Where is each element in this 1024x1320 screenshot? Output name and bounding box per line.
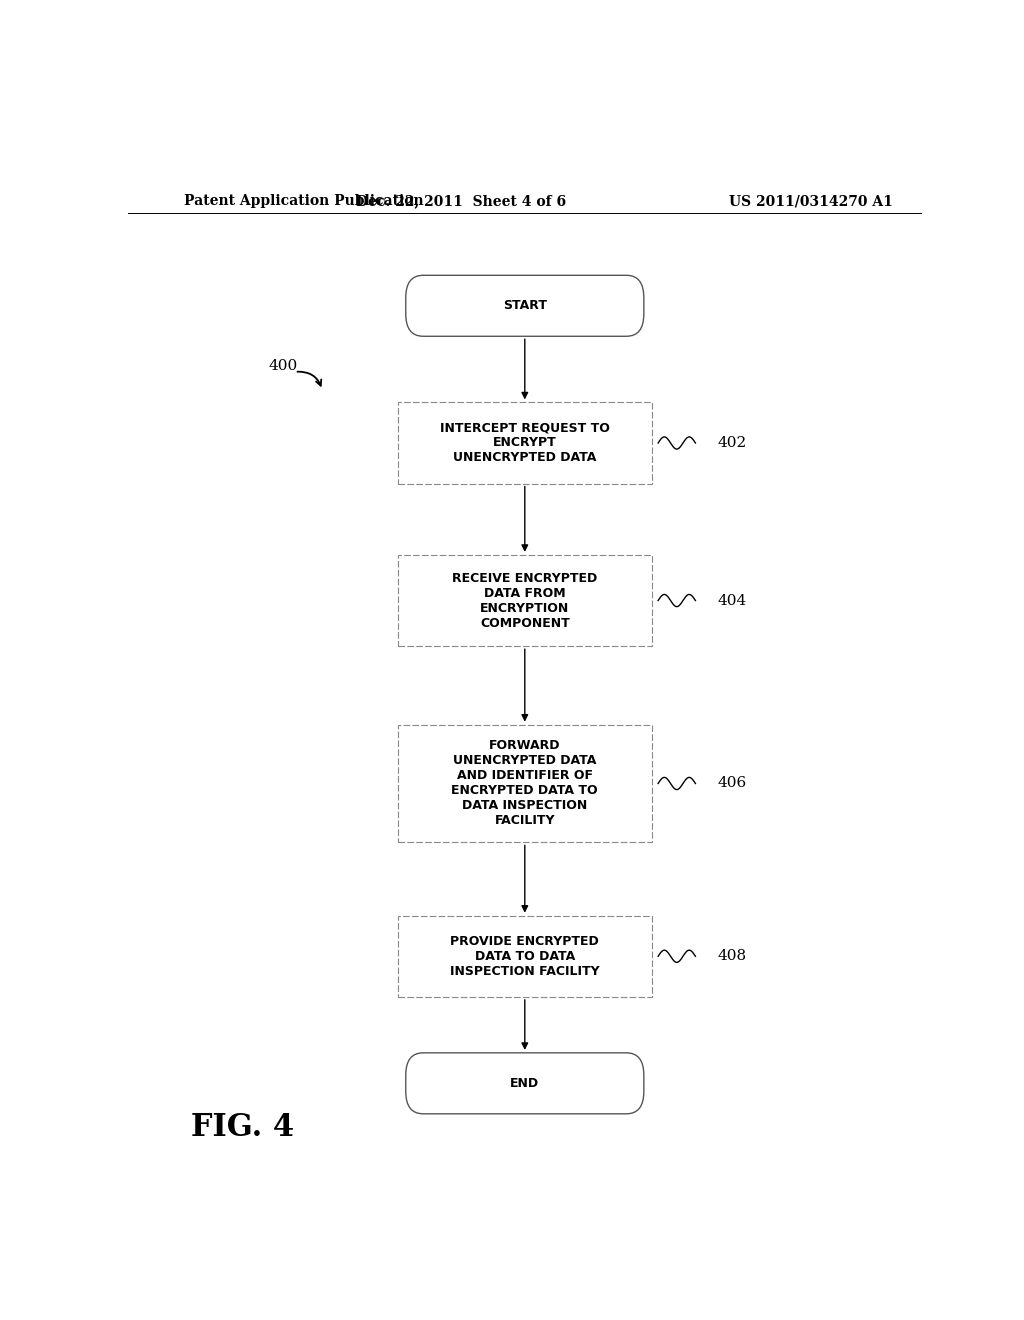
Text: 404: 404: [718, 594, 746, 607]
Bar: [397, 725, 651, 842]
Text: Patent Application Publication: Patent Application Publication: [183, 194, 423, 209]
Bar: [397, 554, 651, 647]
Text: 408: 408: [718, 949, 746, 964]
Text: PROVIDE ENCRYPTED
DATA TO DATA
INSPECTION FACILITY: PROVIDE ENCRYPTED DATA TO DATA INSPECTIO…: [450, 935, 600, 978]
Text: Dec. 22, 2011  Sheet 4 of 6: Dec. 22, 2011 Sheet 4 of 6: [356, 194, 566, 209]
Text: US 2011/0314270 A1: US 2011/0314270 A1: [728, 194, 893, 209]
Text: START: START: [503, 300, 547, 313]
Text: FIG. 4: FIG. 4: [191, 1111, 295, 1143]
Text: 402: 402: [718, 436, 746, 450]
Text: RECEIVE ENCRYPTED
DATA FROM
ENCRYPTION
COMPONENT: RECEIVE ENCRYPTED DATA FROM ENCRYPTION C…: [453, 572, 597, 630]
Text: 406: 406: [718, 776, 746, 791]
Text: FORWARD
UNENCRYPTED DATA
AND IDENTIFIER OF
ENCRYPTED DATA TO
DATA INSPECTION
FAC: FORWARD UNENCRYPTED DATA AND IDENTIFIER …: [452, 739, 598, 828]
Text: END: END: [510, 1077, 540, 1090]
FancyBboxPatch shape: [406, 1053, 644, 1114]
Text: INTERCEPT REQUEST TO
ENCRYPT
UNENCRYPTED DATA: INTERCEPT REQUEST TO ENCRYPT UNENCRYPTED…: [440, 421, 609, 465]
Bar: [397, 403, 651, 483]
Bar: [397, 916, 651, 997]
FancyBboxPatch shape: [406, 276, 644, 337]
Text: 400: 400: [268, 359, 297, 372]
